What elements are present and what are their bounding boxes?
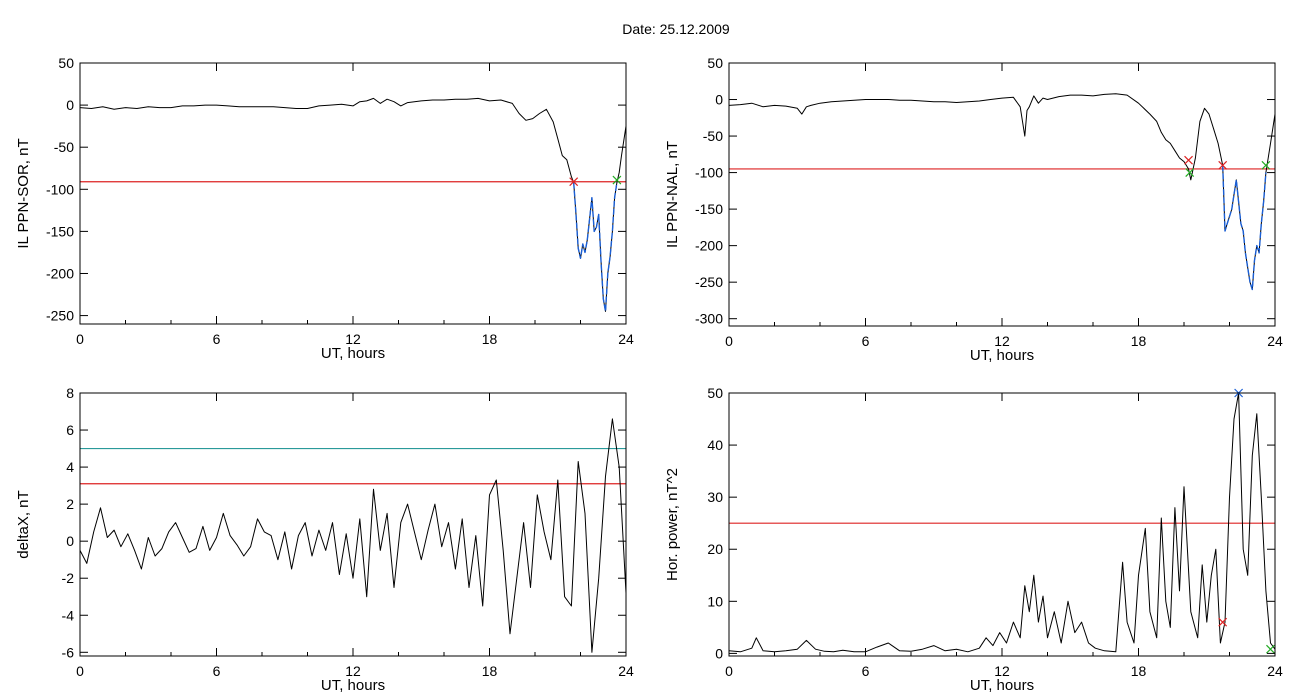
x-tick-label: 12 <box>994 663 1010 679</box>
x-tick-label: 6 <box>213 663 221 679</box>
y-tick-label: -250 <box>695 274 723 290</box>
y-tick-label: 50 <box>707 55 723 71</box>
y-tick-label: 50 <box>58 55 74 71</box>
x-axis-label: UT, hours <box>970 347 1034 364</box>
panel-4: 0 6 12 18 24 50 40 30 20 10 0 UT, hours Hor. power, … <box>664 385 1283 694</box>
y-tick-label: -200 <box>695 238 723 254</box>
series-line-1 <box>728 93 1276 290</box>
y-tick-label: 50 <box>707 385 723 401</box>
y-tick-label: 4 <box>66 459 74 475</box>
x-tick-label: 6 <box>862 663 870 679</box>
y-tick-label: 6 <box>66 422 74 438</box>
x-tick-label: 12 <box>345 331 361 347</box>
x-tick-label: 18 <box>1131 333 1147 349</box>
x-tick-label: 18 <box>482 331 498 347</box>
x-tick-label: 24 <box>618 663 634 679</box>
x-tick-label: 18 <box>1131 663 1147 679</box>
marker-1 <box>1218 617 1228 627</box>
plot-frame <box>79 62 627 325</box>
y-tick-label: 2 <box>66 496 74 512</box>
marker-2 <box>612 175 622 185</box>
marker-3 <box>1266 644 1275 654</box>
series-line-1 <box>79 97 627 312</box>
y-tick-label: -150 <box>46 223 74 239</box>
x-tick-label: 24 <box>1267 663 1283 679</box>
y-axis-label: IL PPN-SOR, nT <box>15 138 32 248</box>
chart-title: Date: 25.12.2009 <box>622 21 730 37</box>
series-line-1 <box>79 418 627 653</box>
marker-4 <box>1261 160 1271 170</box>
plot-frame <box>728 62 1276 327</box>
y-tick-label: -200 <box>46 265 74 281</box>
y-axis-label: Hor. power, nT^2 <box>664 468 681 581</box>
y-axis-label: deltaX, nT <box>15 490 32 558</box>
plot-frame <box>79 392 627 657</box>
x-tick-label: 12 <box>994 333 1010 349</box>
x-tick-label: 24 <box>1267 333 1283 349</box>
y-tick-label: 40 <box>707 437 723 453</box>
x-tick-label: 0 <box>725 333 733 349</box>
panel-3: 0 6 12 18 24 8 6 4 2 0 -2 -4 -6 UT, hours deltaX, nT <box>15 385 634 694</box>
x-tick-label: 0 <box>76 331 84 347</box>
y-tick-label: -50 <box>703 128 723 144</box>
marker-2 <box>1185 168 1195 178</box>
marker-3 <box>1218 160 1228 170</box>
panel-1: 0 6 12 18 24 50 0 -50 -100 -150 -200 -250 UT, hours I… <box>15 55 634 362</box>
y-tick-label: -100 <box>46 181 74 197</box>
y-tick-label: 20 <box>707 541 723 557</box>
marker-1 <box>1184 155 1193 165</box>
marker-1 <box>569 177 579 187</box>
x-tick-label: 6 <box>213 331 221 347</box>
x-tick-label: 0 <box>76 663 84 679</box>
y-tick-label: 0 <box>715 92 723 108</box>
y-tick-label: -2 <box>62 570 75 586</box>
y-tick-label: -250 <box>46 308 74 324</box>
y-tick-label: -6 <box>62 644 75 660</box>
y-tick-label: 10 <box>707 593 723 609</box>
y-tick-label: -100 <box>695 165 723 181</box>
x-tick-label: 18 <box>482 663 498 679</box>
x-tick-label: 24 <box>618 331 634 347</box>
y-tick-label: -4 <box>62 607 75 623</box>
plot-frame <box>728 392 1276 657</box>
y-tick-label: 0 <box>66 533 74 549</box>
y-tick-label: 8 <box>66 385 74 401</box>
highlight-segment <box>573 182 618 313</box>
highlight-segment <box>1222 165 1267 291</box>
x-tick-label: 0 <box>725 663 733 679</box>
x-axis-label: UT, hours <box>321 345 385 362</box>
y-tick-label: -300 <box>695 311 723 327</box>
y-tick-label: 0 <box>66 97 74 113</box>
x-tick-label: 6 <box>862 333 870 349</box>
series-line-1 <box>728 392 1276 653</box>
x-axis-label: UT, hours <box>970 677 1034 694</box>
panel-2: 0 6 12 18 24 50 0 -50 -100 -150 -200 -250 -300 UT, ho… <box>664 55 1283 364</box>
y-tick-label: 0 <box>715 645 723 661</box>
y-tick-label: 30 <box>707 489 723 505</box>
x-axis-label: UT, hours <box>321 677 385 694</box>
x-tick-label: 12 <box>345 663 361 679</box>
y-tick-label: -50 <box>54 139 74 155</box>
y-axis-label: IL PPN-NAL, nT <box>664 141 681 248</box>
y-tick-label: -150 <box>695 201 723 217</box>
